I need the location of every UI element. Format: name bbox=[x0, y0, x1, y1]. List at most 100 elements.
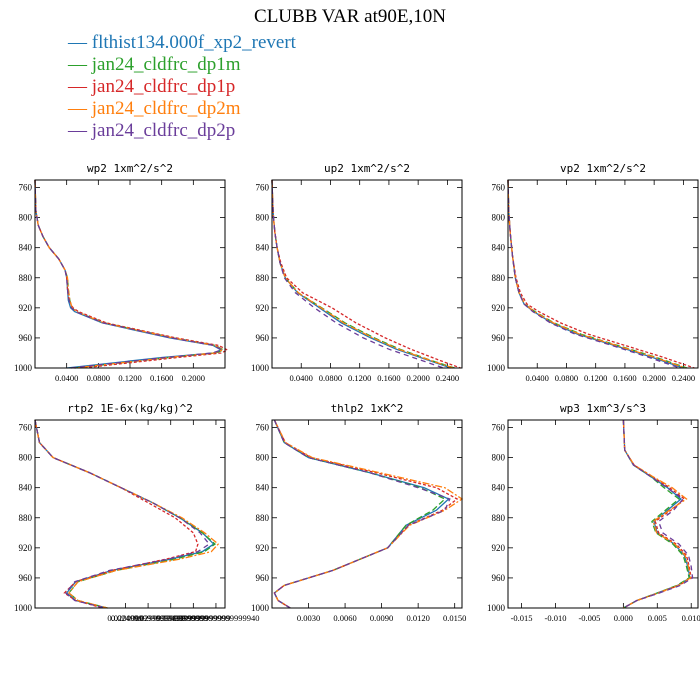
series-line bbox=[34, 179, 224, 369]
x-tick-label: 0.2400 bbox=[436, 373, 459, 383]
x-tick-label: 0.1200 bbox=[348, 373, 371, 383]
plot-frame bbox=[507, 419, 699, 609]
series-line bbox=[507, 179, 688, 369]
x-tick-label: 0.0150 bbox=[443, 613, 466, 623]
plot-frame bbox=[271, 179, 463, 369]
legend: — flthist134.000f_xp2_revert — jan24_cldf… bbox=[68, 32, 296, 142]
subplot: wp2 1xm^2/s^2 760 800 840 880 920 960 1000 0.040… bbox=[14, 162, 229, 383]
x-tick-label: 0.010 bbox=[682, 613, 700, 623]
subplot-title: wp2 1xm^2/s^2 bbox=[87, 162, 173, 175]
x-tick-label: 0.0299999999999999 bbox=[134, 613, 208, 623]
subplot-title: wp3 1xm^3/s^3 bbox=[560, 402, 646, 415]
plot-frame bbox=[34, 179, 226, 369]
x-tick-label: 0.2000 bbox=[406, 373, 429, 383]
subplot-title: rtp2 1E-6x(kg/kg)^2 bbox=[67, 402, 193, 415]
y-tick-label: 920 bbox=[256, 543, 270, 553]
x-tick-label: 0.0030 bbox=[297, 613, 320, 623]
legend-entry: — flthist134.000f_xp2_revert bbox=[68, 32, 296, 53]
x-tick-label: 0.0200000 bbox=[107, 613, 143, 623]
x-tick-label: 0.0800 bbox=[87, 373, 110, 383]
y-tick-label: 960 bbox=[256, 573, 270, 583]
series-line bbox=[273, 419, 447, 609]
x-tick-label: -0.010 bbox=[545, 613, 567, 623]
series-line bbox=[34, 419, 217, 609]
y-tick-label: 1000 bbox=[14, 363, 33, 373]
y-tick-label: 800 bbox=[256, 453, 270, 463]
y-tick-label: 920 bbox=[256, 303, 270, 313]
series-line bbox=[271, 179, 455, 369]
y-tick-label: 800 bbox=[256, 213, 270, 223]
x-tick-label: 0.0090 bbox=[370, 613, 393, 623]
y-tick-label: 760 bbox=[492, 183, 506, 193]
series-line bbox=[34, 419, 215, 609]
y-tick-label: 920 bbox=[19, 543, 33, 553]
y-tick-label: 960 bbox=[256, 333, 270, 343]
series-line bbox=[622, 419, 692, 609]
legend-entry: — jan24_cldfrc_dp2m bbox=[68, 98, 241, 119]
y-tick-label: 880 bbox=[19, 273, 33, 283]
series-line bbox=[622, 419, 692, 609]
x-tick-label: 0.0060 bbox=[333, 613, 356, 623]
x-tick-label: 0.0400 bbox=[290, 373, 313, 383]
subplot: thlp2 1xK^2 760 800 840 880 920 960 1000 0.0030 0… bbox=[251, 402, 466, 623]
y-tick-label: 840 bbox=[19, 483, 33, 493]
series-line bbox=[34, 179, 223, 369]
x-tick-label: 0.0249999999999999 bbox=[111, 613, 185, 623]
y-tick-label: 800 bbox=[19, 453, 33, 463]
series-line bbox=[271, 179, 452, 369]
legend-entry: — jan24_cldfrc_dp1m bbox=[68, 54, 241, 75]
y-tick-label: 760 bbox=[19, 423, 33, 433]
x-tick-label: 0.1200 bbox=[584, 373, 607, 383]
series-line bbox=[507, 179, 684, 369]
x-tick-label: 0.0120 bbox=[406, 613, 429, 623]
subplot-title: vp2 1xm^2/s^2 bbox=[560, 162, 646, 175]
series-line bbox=[622, 419, 690, 609]
y-tick-label: 760 bbox=[256, 183, 270, 193]
y-tick-label: 1000 bbox=[14, 603, 33, 613]
series-line bbox=[273, 419, 464, 609]
subplot: wp3 1xm^3/s^3 760 800 840 880 920 960 1000 -0.01… bbox=[487, 402, 700, 623]
plot-frame bbox=[34, 419, 226, 609]
x-tick-label: 0.000 bbox=[614, 613, 633, 623]
y-tick-label: 1000 bbox=[251, 363, 270, 373]
subplot: up2 1xm^2/s^2 760 800 840 880 920 960 1000 0.040… bbox=[251, 162, 463, 383]
x-tick-label: 0.2400 bbox=[672, 373, 695, 383]
y-tick-label: 800 bbox=[492, 213, 506, 223]
series-line bbox=[271, 179, 454, 369]
figure-title: CLUBB VAR at90E,10N bbox=[254, 6, 446, 27]
y-tick-label: 880 bbox=[256, 513, 270, 523]
series-line bbox=[34, 179, 229, 369]
y-tick-label: 960 bbox=[492, 573, 506, 583]
x-tick-label: 0.0800 bbox=[319, 373, 342, 383]
x-tick-label: 0.0400 bbox=[526, 373, 549, 383]
x-tick-label: 0.1600 bbox=[613, 373, 636, 383]
legend-entry: — jan24_cldfrc_dp1p bbox=[68, 76, 236, 97]
y-tick-label: 920 bbox=[19, 303, 33, 313]
series-line bbox=[622, 419, 694, 609]
x-tick-label: 0.2000 bbox=[182, 373, 205, 383]
x-tick-label: 0.2000 bbox=[642, 373, 665, 383]
y-tick-label: 880 bbox=[492, 513, 506, 523]
series-line bbox=[273, 419, 451, 609]
x-tick-label: -0.015 bbox=[511, 613, 533, 623]
series-line bbox=[622, 419, 691, 609]
y-tick-label: 880 bbox=[256, 273, 270, 283]
y-tick-label: 800 bbox=[492, 453, 506, 463]
x-tick-label: 0.1200 bbox=[118, 373, 141, 383]
y-tick-label: 800 bbox=[19, 213, 33, 223]
y-tick-label: 1000 bbox=[487, 363, 506, 373]
y-tick-label: 840 bbox=[256, 483, 270, 493]
y-tick-label: 840 bbox=[256, 243, 270, 253]
y-tick-label: 760 bbox=[256, 423, 270, 433]
y-tick-label: 1000 bbox=[487, 603, 506, 613]
y-tick-label: 960 bbox=[19, 333, 33, 343]
series-line bbox=[34, 419, 220, 609]
subplot: vp2 1xm^2/s^2 760 800 840 880 920 960 1000 0.040… bbox=[487, 162, 699, 383]
x-tick-label: -0.005 bbox=[578, 613, 600, 623]
series-line bbox=[34, 179, 225, 369]
plot-frame bbox=[507, 179, 699, 369]
x-tick-label: 0.1600 bbox=[150, 373, 173, 383]
x-tick-label: 0.005 bbox=[648, 613, 667, 623]
subplot: rtp2 1E-6x(kg/kg)^2 760 800 840 880 920 960 100… bbox=[14, 402, 260, 623]
